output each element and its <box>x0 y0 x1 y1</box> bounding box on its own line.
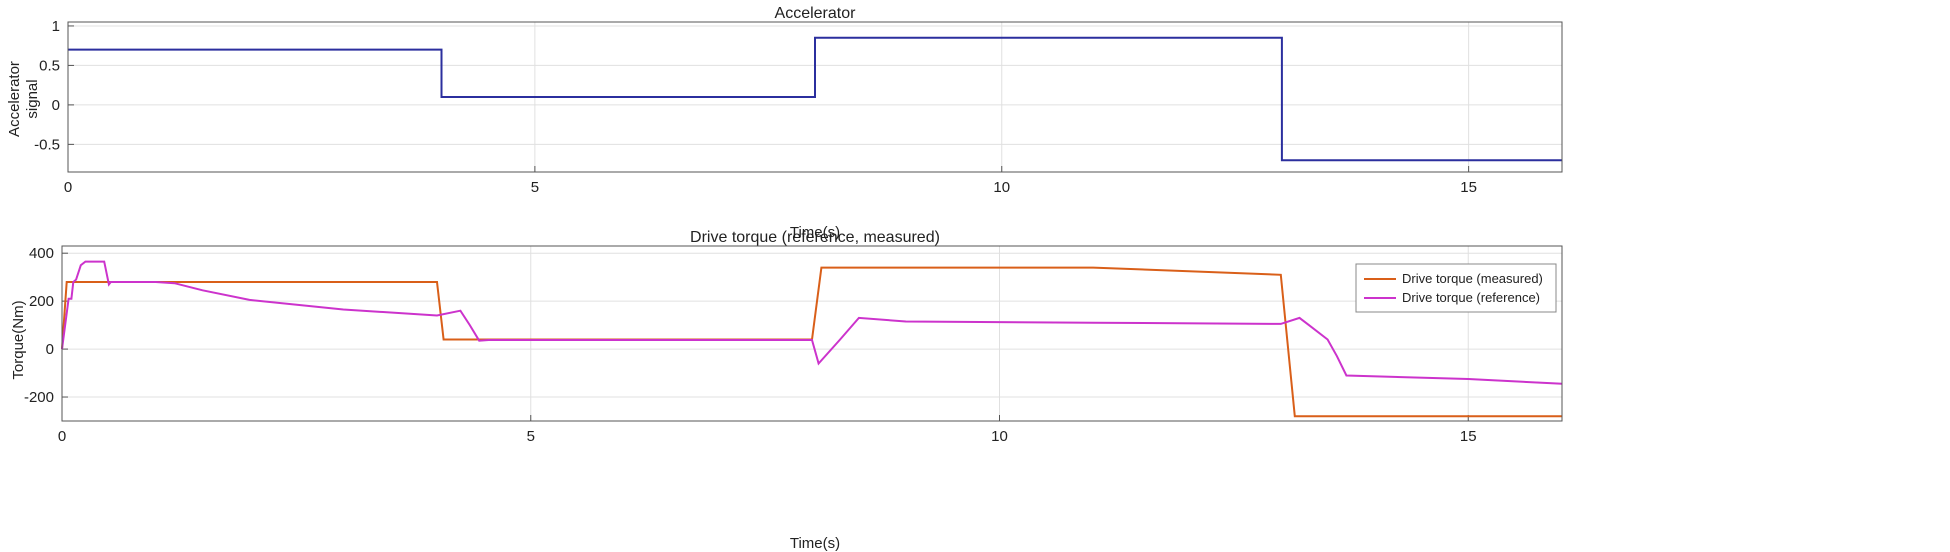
accelerator-plot-title: Accelerator <box>775 5 857 22</box>
accelerator-x-tick-label: 0 <box>64 179 72 196</box>
accelerator-y-tick-label: 0.5 <box>39 57 60 74</box>
accelerator-x-tick-label: 10 <box>993 179 1010 196</box>
accelerator-y-axis-label-line-1: Accelerator <box>6 61 23 137</box>
drive-torque-y-tick-label: 200 <box>29 293 54 310</box>
accelerator-y-axis-label-line-2: signal <box>24 79 41 118</box>
accelerator-y-tick-label: -0.5 <box>34 136 60 153</box>
drive-torque-legend-label-2: Drive torque (reference) <box>1402 290 1540 305</box>
drive-torque-legend-label-1: Drive torque (measured) <box>1402 271 1543 286</box>
drive-torque-y-tick-label: 400 <box>29 245 54 262</box>
accelerator-y-tick-label: 1 <box>52 18 60 35</box>
drive-torque-y-tick-label: -200 <box>24 389 54 406</box>
drive-torque-y-axis-label-line-1: Torque(Nm) <box>10 300 27 379</box>
drive-torque-plot: Drive torque (reference, measured) Time(… <box>10 229 1563 552</box>
drive-torque-series-line-2 <box>61 260 1563 385</box>
accelerator-series-line-1 <box>68 36 1562 162</box>
accelerator-x-tick-label: 15 <box>1460 179 1477 196</box>
accelerator-axes-frame <box>67 21 1563 173</box>
accelerator-x-tick-label: 5 <box>531 179 539 196</box>
accelerator-y-tick-label: 0 <box>52 97 60 114</box>
drive-torque-y-tick-label: 0 <box>46 341 54 358</box>
drive-torque-x-tick-label: 0 <box>58 428 66 445</box>
accelerator-x-axis-label: Time(s) <box>790 224 840 241</box>
drive-torque-x-tick-label: 15 <box>1460 428 1477 445</box>
accelerator-plot: Accelerator Time(s) Accelerator signal 0… <box>6 5 1563 241</box>
drive-torque-x-tick-label: 10 <box>991 428 1008 445</box>
drive-torque-x-tick-label: 5 <box>527 428 535 445</box>
drive-torque-axes-frame <box>61 245 1563 422</box>
drive-torque-x-axis-label: Time(s) <box>790 535 840 552</box>
drive-torque-y-axis-label: Torque(Nm) <box>10 300 27 379</box>
drive-torque-plot-title: Drive torque (reference, measured) <box>690 229 940 246</box>
drive-torque-legend-box <box>1355 263 1557 313</box>
accelerator-y-axis-label: Accelerator signal <box>6 61 41 137</box>
